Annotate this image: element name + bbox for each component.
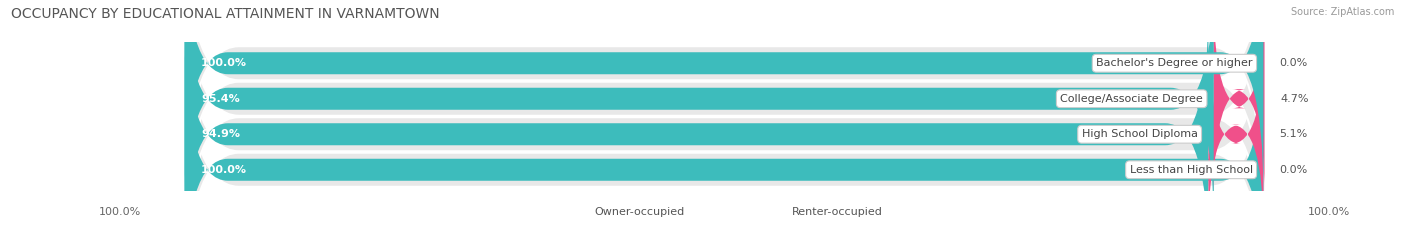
Text: College/Associate Degree: College/Associate Degree bbox=[1060, 94, 1204, 104]
Text: 5.1%: 5.1% bbox=[1279, 129, 1308, 139]
Text: 100.0%: 100.0% bbox=[201, 165, 247, 175]
Text: OCCUPANCY BY EDUCATIONAL ATTAINMENT IN VARNAMTOWN: OCCUPANCY BY EDUCATIONAL ATTAINMENT IN V… bbox=[11, 7, 440, 21]
FancyBboxPatch shape bbox=[184, 39, 1264, 233]
Text: 4.7%: 4.7% bbox=[1281, 94, 1309, 104]
FancyBboxPatch shape bbox=[184, 0, 1264, 224]
Text: Bachelor's Degree or higher: Bachelor's Degree or higher bbox=[1097, 58, 1253, 68]
FancyBboxPatch shape bbox=[1213, 2, 1264, 196]
Text: 100.0%: 100.0% bbox=[1308, 207, 1350, 217]
FancyBboxPatch shape bbox=[1208, 37, 1264, 231]
Text: Less than High School: Less than High School bbox=[1129, 165, 1253, 175]
Text: 0.0%: 0.0% bbox=[1279, 165, 1308, 175]
Text: 100.0%: 100.0% bbox=[201, 58, 247, 68]
Text: Source: ZipAtlas.com: Source: ZipAtlas.com bbox=[1291, 7, 1395, 17]
Text: 100.0%: 100.0% bbox=[98, 207, 141, 217]
Text: 0.0%: 0.0% bbox=[1279, 58, 1308, 68]
Text: Owner-occupied: Owner-occupied bbox=[595, 207, 685, 217]
FancyBboxPatch shape bbox=[184, 9, 1264, 233]
FancyBboxPatch shape bbox=[184, 0, 1213, 230]
FancyBboxPatch shape bbox=[184, 3, 1208, 233]
FancyBboxPatch shape bbox=[184, 0, 1264, 233]
Text: 95.4%: 95.4% bbox=[201, 94, 239, 104]
Text: High School Diploma: High School Diploma bbox=[1081, 129, 1198, 139]
FancyBboxPatch shape bbox=[184, 0, 1264, 233]
FancyBboxPatch shape bbox=[184, 0, 1264, 194]
Text: Renter-occupied: Renter-occupied bbox=[792, 207, 883, 217]
Text: 94.9%: 94.9% bbox=[201, 129, 240, 139]
